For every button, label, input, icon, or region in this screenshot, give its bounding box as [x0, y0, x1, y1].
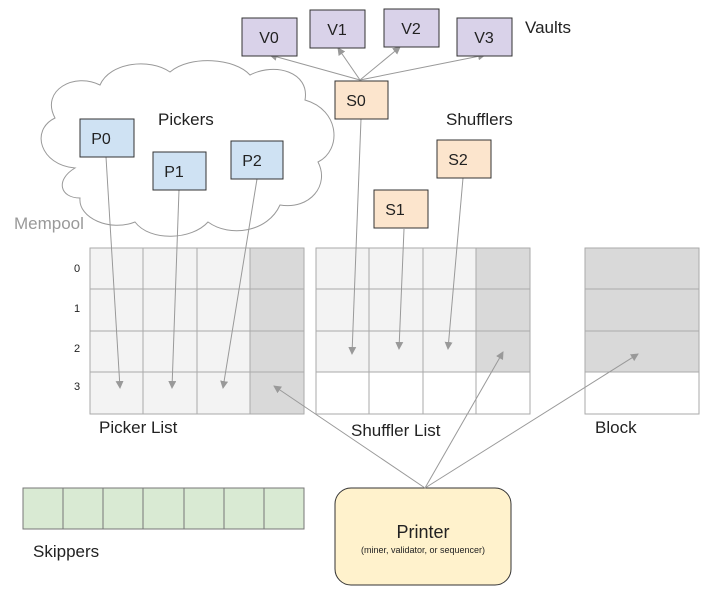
- shuffler-label: S1: [385, 202, 405, 219]
- picker-list-label: Picker List: [99, 418, 178, 437]
- vault-label: V0: [259, 30, 279, 47]
- vault-label: V1: [327, 22, 347, 39]
- picker-arrows: [105, 156, 258, 389]
- vault-box: V2: [383, 8, 440, 48]
- shuffler-box: S0: [334, 80, 389, 120]
- vault-box: V0: [241, 17, 298, 57]
- printer-title: Printer: [396, 522, 449, 542]
- printer-arrows: [273, 351, 639, 489]
- vaults-label: Vaults: [525, 18, 571, 37]
- row-number: 3: [74, 381, 80, 393]
- skippers-label: Skippers: [33, 542, 99, 561]
- vault-box: V1: [309, 9, 366, 49]
- shufflers-label: Shufflers: [446, 110, 513, 129]
- block-label: Block: [595, 418, 637, 437]
- vault-label: V3: [474, 30, 494, 47]
- picker-box: P2: [230, 140, 284, 180]
- shuffler-label: S2: [448, 152, 468, 169]
- picker-label: P0: [91, 131, 111, 148]
- shuffler-box: S2: [436, 139, 492, 179]
- picker-box: P1: [152, 151, 207, 191]
- shuffler-box: S1: [373, 189, 429, 229]
- vault-label: V2: [401, 21, 421, 38]
- mempool-cloud: [40, 60, 335, 237]
- picker-label: P2: [242, 153, 262, 170]
- mempool-label: Mempool: [14, 214, 84, 233]
- picker-list-grid: [89, 247, 305, 415]
- block-grid: [584, 247, 700, 415]
- row-number: 0: [74, 263, 80, 275]
- shuffler-label: S0: [346, 93, 366, 110]
- shuffler-list-label: Shuffler List: [351, 421, 441, 440]
- vault-box: V3: [456, 17, 513, 57]
- shuffler-arrows: [348, 118, 464, 355]
- vault-arrows: [269, 46, 486, 81]
- skippers-strip: [22, 487, 305, 530]
- shuffler-list-grid: [315, 247, 531, 415]
- picker-label: P1: [164, 164, 184, 181]
- picker-box: P0: [79, 118, 135, 158]
- row-number: 2: [74, 343, 80, 355]
- row-number: 1: [74, 303, 80, 315]
- printer-subtitle: (miner, validator, or sequencer): [361, 545, 485, 555]
- pickers-label: Pickers: [158, 110, 214, 129]
- printer-box: [334, 487, 512, 586]
